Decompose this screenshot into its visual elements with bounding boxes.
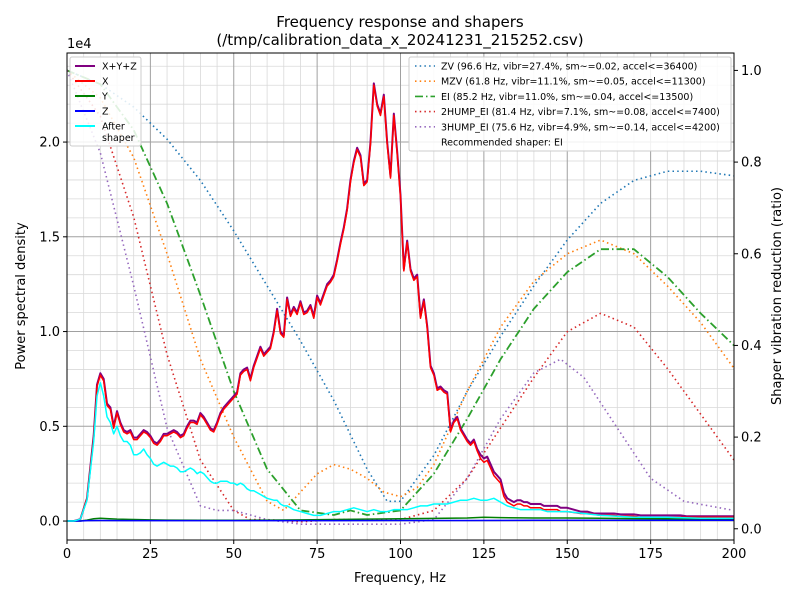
x-axis-title: Frequency, Hz <box>354 571 446 586</box>
x-tick-label: 125 <box>471 547 496 562</box>
legend-left-label: Y <box>101 92 108 103</box>
x-tick-label: 175 <box>638 547 663 562</box>
series-line-x-y-z <box>67 82 734 523</box>
series-layer <box>67 69 734 525</box>
y-tick-label: 1.0 <box>39 325 60 340</box>
legend-right-label: ZV (96.6 Hz, vibr=27.4%, sm~=0.02, accel… <box>441 62 697 73</box>
y-tick-label: 2.0 <box>39 136 60 151</box>
y2-axis-title: Shaper vibration reduction (ratio) <box>770 187 785 405</box>
y-axis-right: 0.0 0.2 0.4 0.6 0.8 1.0 <box>734 64 762 537</box>
x-tick-label: 75 <box>309 547 326 562</box>
legend-left-label: X <box>102 77 109 88</box>
x-tick-label: 50 <box>225 547 242 562</box>
y2-tick-label: 0.8 <box>741 156 762 171</box>
legend-right-label: 2HUMP_EI (81.4 Hz, vibr=7.1%, sm~=0.08, … <box>441 107 720 118</box>
series-line-x <box>67 84 734 522</box>
legend-right-box <box>408 56 732 152</box>
x-tick-label: 200 <box>722 547 747 562</box>
y-axis-left: 0.0 0.5 1.0 1.5 2.0 <box>39 136 67 530</box>
y-exponent-label: 1e4 <box>67 37 92 52</box>
y2-tick-label: 0.6 <box>741 247 762 262</box>
y-axis-title: Power spectral density <box>14 222 29 370</box>
chart-subtitle: (/tmp/calibration_data_x_20241231_215252… <box>216 31 583 50</box>
legend-right: ZV (96.6 Hz, vibr=27.4%, sm~=0.02, accel… <box>408 56 732 152</box>
series-line-ei <box>67 69 734 516</box>
series-line-3hump-ei <box>67 70 734 525</box>
y-tick-label: 0.0 <box>39 515 60 530</box>
legend-right-label: MZV (61.8 Hz, vibr=11.1%, sm~=0.05, acce… <box>441 77 706 88</box>
y2-tick-label: 0.0 <box>741 522 762 537</box>
x-axis: 0 25 50 75 100 125 150 175 200 <box>63 540 747 562</box>
x-tick-label: 0 <box>63 547 71 562</box>
series-line-2hump-ei <box>67 69 734 523</box>
chart-title: Frequency response and shapers <box>276 13 524 31</box>
y2-tick-label: 0.2 <box>741 431 762 446</box>
legend-left-label: After <box>102 122 125 133</box>
series-line-y <box>67 516 734 522</box>
legend-right-label: Recommended shaper: EI <box>441 138 563 149</box>
series-line-zv <box>67 69 734 503</box>
series-line-after-shaper <box>67 381 734 522</box>
legend-left-label-line2: shaper <box>102 133 135 144</box>
legend-left-label: X+Y+Z <box>102 62 137 73</box>
legend-right-label: 3HUMP_EI (75.6 Hz, vibr=4.9%, sm~=0.14, … <box>441 122 720 133</box>
x-tick-label: 25 <box>142 547 159 562</box>
y-tick-label: 0.5 <box>39 420 60 435</box>
y-tick-label: 1.5 <box>39 230 60 245</box>
y2-tick-label: 1.0 <box>741 64 762 79</box>
legend-left-label: Z <box>102 107 109 118</box>
x-tick-label: 100 <box>388 547 413 562</box>
legend-left-box <box>69 56 142 147</box>
y2-tick-label: 0.4 <box>741 339 762 354</box>
series-line-z <box>67 519 734 522</box>
series-line-mzv <box>67 69 734 512</box>
x-tick-label: 150 <box>555 547 580 562</box>
legend-right-label: EI (85.2 Hz, vibr=11.0%, sm~=0.04, accel… <box>441 92 693 103</box>
